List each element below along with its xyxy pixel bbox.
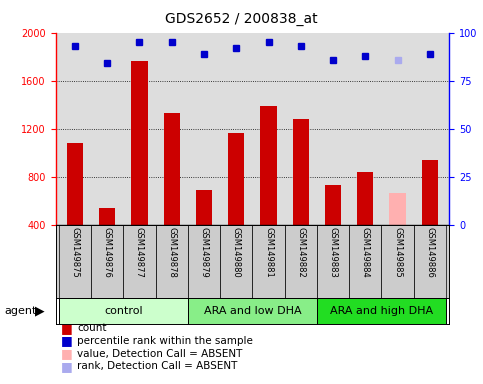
- Bar: [260, 106, 277, 225]
- Text: GSM149875: GSM149875: [71, 227, 79, 278]
- Bar: [228, 134, 244, 225]
- Bar: [349, 225, 382, 298]
- Bar: [422, 160, 438, 225]
- Text: GSM149886: GSM149886: [426, 227, 434, 278]
- Text: GSM149877: GSM149877: [135, 227, 144, 278]
- Text: rank, Detection Call = ABSENT: rank, Detection Call = ABSENT: [77, 361, 238, 371]
- Bar: [59, 298, 188, 324]
- Text: ARA and low DHA: ARA and low DHA: [203, 306, 301, 316]
- Bar: [164, 113, 180, 225]
- Text: GSM149880: GSM149880: [232, 227, 241, 278]
- Text: GSM149885: GSM149885: [393, 227, 402, 278]
- Bar: [59, 225, 91, 298]
- Bar: [317, 225, 349, 298]
- Bar: [67, 143, 83, 225]
- Bar: [131, 61, 147, 225]
- Text: value, Detection Call = ABSENT: value, Detection Call = ABSENT: [77, 349, 242, 359]
- Bar: [317, 298, 446, 324]
- Bar: [220, 225, 253, 298]
- Bar: [414, 225, 446, 298]
- Text: ■: ■: [60, 334, 72, 348]
- Bar: [389, 194, 406, 225]
- Text: GSM149881: GSM149881: [264, 227, 273, 278]
- Text: GDS2652 / 200838_at: GDS2652 / 200838_at: [165, 12, 318, 25]
- Text: GSM149883: GSM149883: [328, 227, 338, 278]
- Text: percentile rank within the sample: percentile rank within the sample: [77, 336, 253, 346]
- Text: GSM149876: GSM149876: [103, 227, 112, 278]
- Text: ▶: ▶: [35, 305, 45, 318]
- Bar: [253, 225, 284, 298]
- Text: GSM149879: GSM149879: [199, 227, 209, 278]
- Bar: [357, 172, 373, 225]
- Text: ■: ■: [60, 347, 72, 360]
- Text: GSM149878: GSM149878: [167, 227, 176, 278]
- Text: count: count: [77, 323, 107, 333]
- Bar: [325, 185, 341, 225]
- Text: ■: ■: [60, 360, 72, 373]
- Text: ARA and high DHA: ARA and high DHA: [330, 306, 433, 316]
- Text: ■: ■: [60, 322, 72, 335]
- Bar: [188, 225, 220, 298]
- Bar: [188, 298, 317, 324]
- Bar: [196, 190, 212, 225]
- Text: GSM149882: GSM149882: [296, 227, 305, 278]
- Text: agent: agent: [5, 306, 37, 316]
- Bar: [99, 208, 115, 225]
- Bar: [284, 225, 317, 298]
- Bar: [156, 225, 188, 298]
- Bar: [123, 225, 156, 298]
- Bar: [382, 225, 414, 298]
- Bar: [91, 225, 123, 298]
- Text: GSM149884: GSM149884: [361, 227, 370, 278]
- Bar: [293, 119, 309, 225]
- Text: control: control: [104, 306, 142, 316]
